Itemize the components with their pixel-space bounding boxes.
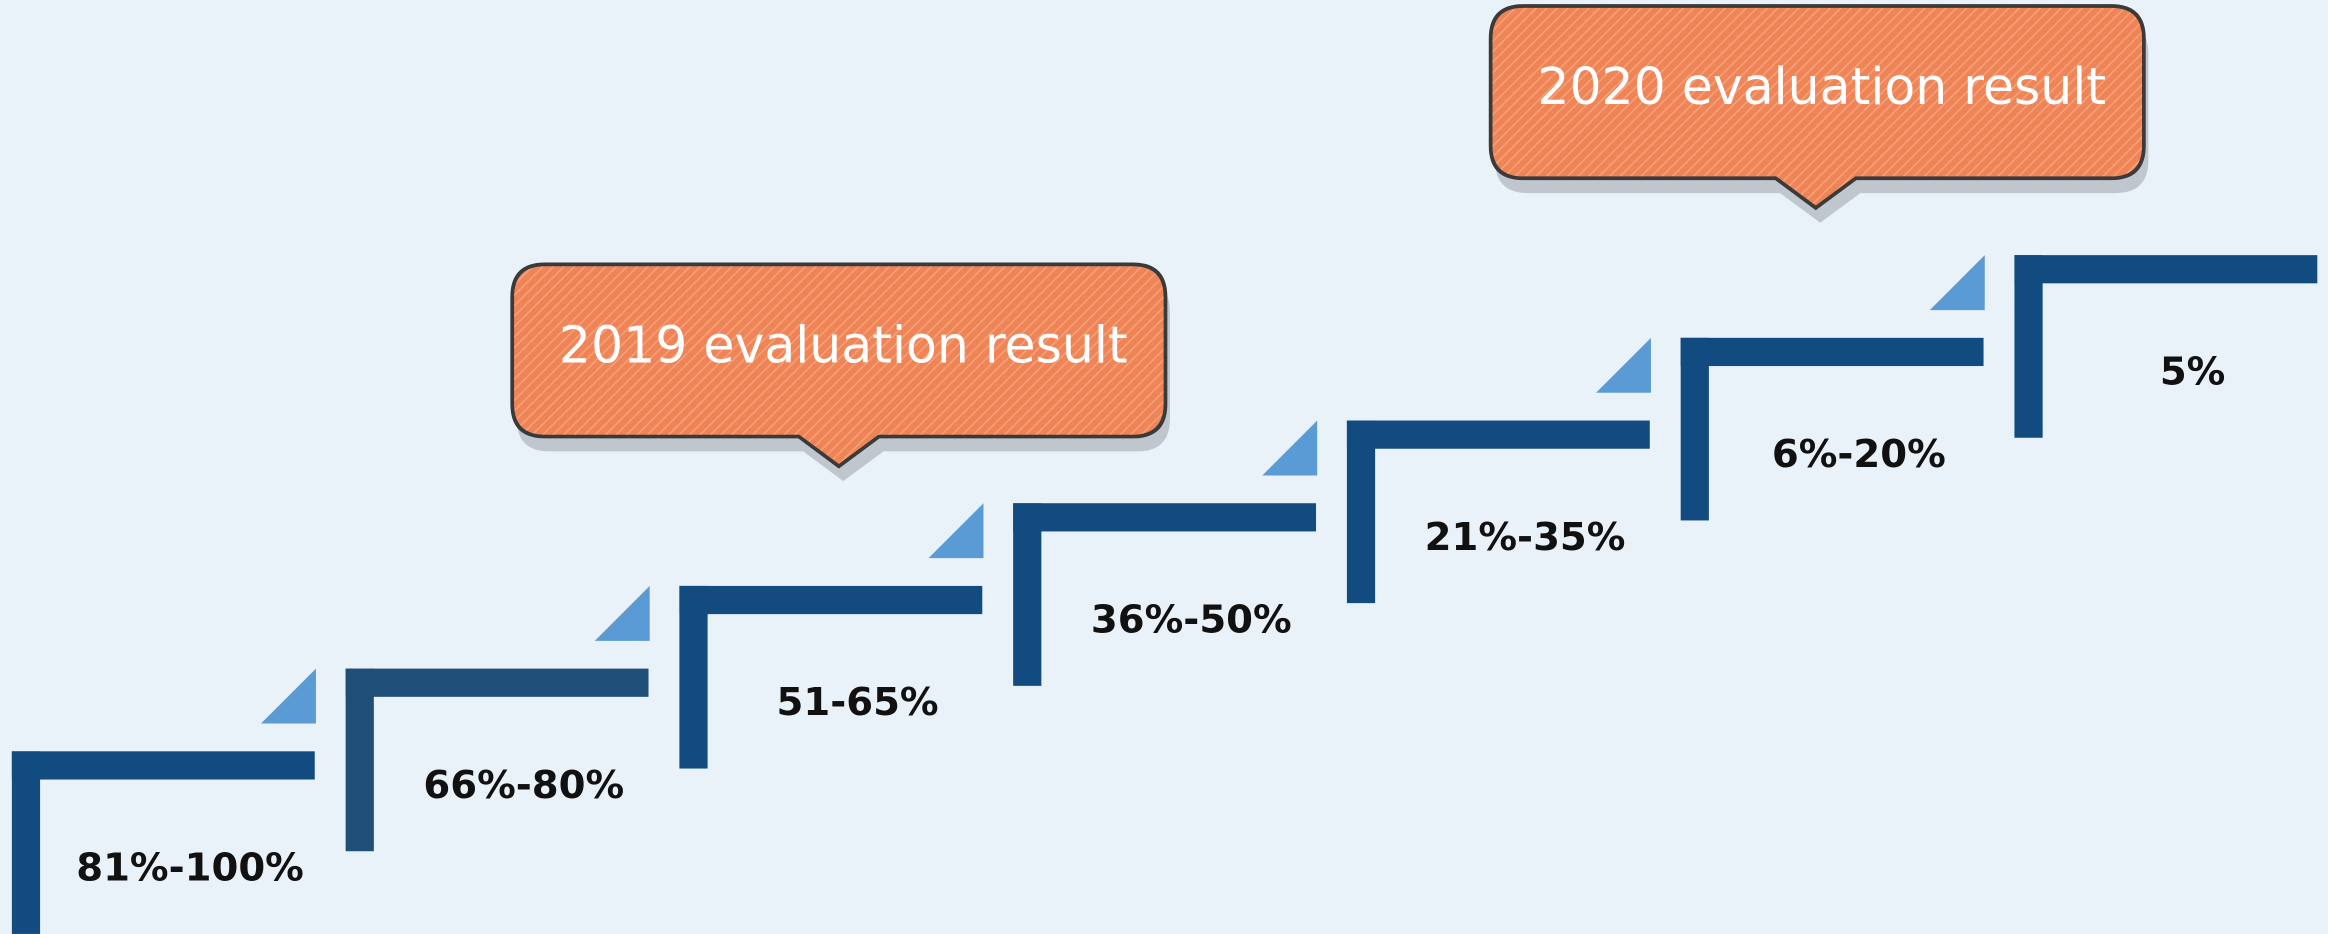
callout-text: 2019 evaluation result	[559, 315, 1128, 374]
step-tread	[2014, 255, 2318, 284]
step-accent	[928, 503, 984, 559]
step-riser	[1346, 420, 1376, 604]
step-riser	[11, 751, 41, 934]
step-riser	[345, 668, 374, 852]
step-accent	[594, 585, 650, 641]
step-label: 51-65%	[777, 680, 939, 725]
step-label: 36%-50%	[1091, 598, 1292, 643]
callout-bubble	[1488, 4, 2146, 211]
step-accent	[1262, 420, 1318, 476]
step-label: 66%-80%	[423, 763, 624, 808]
step-label: 21%-35%	[1425, 515, 1626, 560]
step-label: 6%-20%	[1772, 432, 1946, 477]
step-tread	[11, 751, 315, 780]
step-tread	[1013, 503, 1317, 532]
step-tread	[1680, 337, 1984, 367]
step-label: 81%-100%	[76, 846, 304, 891]
step-tread	[1346, 420, 1650, 449]
step-riser	[2014, 255, 2043, 438]
step-riser	[1013, 503, 1042, 686]
step-tread	[679, 585, 983, 615]
step-accent	[1596, 337, 1651, 393]
step-tread	[345, 668, 649, 697]
callout-bubble	[510, 262, 1168, 469]
callout-text: 2020 evaluation result	[1537, 57, 2106, 116]
step-riser	[679, 585, 708, 769]
step-label: 5%	[2160, 349, 2226, 394]
step-riser	[1680, 337, 1709, 521]
